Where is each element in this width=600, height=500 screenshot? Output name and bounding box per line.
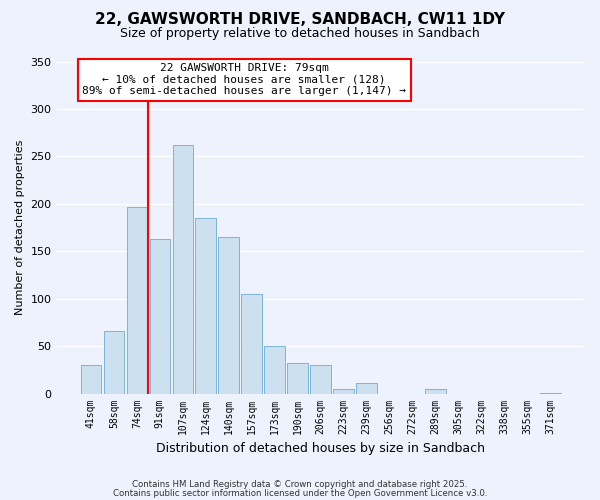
Text: 22 GAWSWORTH DRIVE: 79sqm
← 10% of detached houses are smaller (128)
89% of semi: 22 GAWSWORTH DRIVE: 79sqm ← 10% of detac… <box>82 63 406 96</box>
Bar <box>265 346 285 394</box>
X-axis label: Distribution of detached houses by size in Sandbach: Distribution of detached houses by size … <box>156 442 485 455</box>
Text: Contains HM Land Registry data © Crown copyright and database right 2025.: Contains HM Land Registry data © Crown c… <box>132 480 468 489</box>
Bar <box>540 392 561 394</box>
Bar <box>425 389 446 394</box>
Bar <box>104 331 124 394</box>
Bar <box>80 365 101 394</box>
Bar <box>149 239 170 394</box>
Bar <box>356 383 377 394</box>
Bar <box>127 206 147 394</box>
Bar <box>196 218 216 394</box>
Text: 22, GAWSWORTH DRIVE, SANDBACH, CW11 1DY: 22, GAWSWORTH DRIVE, SANDBACH, CW11 1DY <box>95 12 505 28</box>
Bar <box>334 389 354 394</box>
Bar <box>173 145 193 394</box>
Text: Contains public sector information licensed under the Open Government Licence v3: Contains public sector information licen… <box>113 488 487 498</box>
Text: Size of property relative to detached houses in Sandbach: Size of property relative to detached ho… <box>120 28 480 40</box>
Y-axis label: Number of detached properties: Number of detached properties <box>15 140 25 315</box>
Bar <box>310 365 331 394</box>
Bar <box>218 237 239 394</box>
Bar <box>287 363 308 394</box>
Bar <box>241 294 262 394</box>
